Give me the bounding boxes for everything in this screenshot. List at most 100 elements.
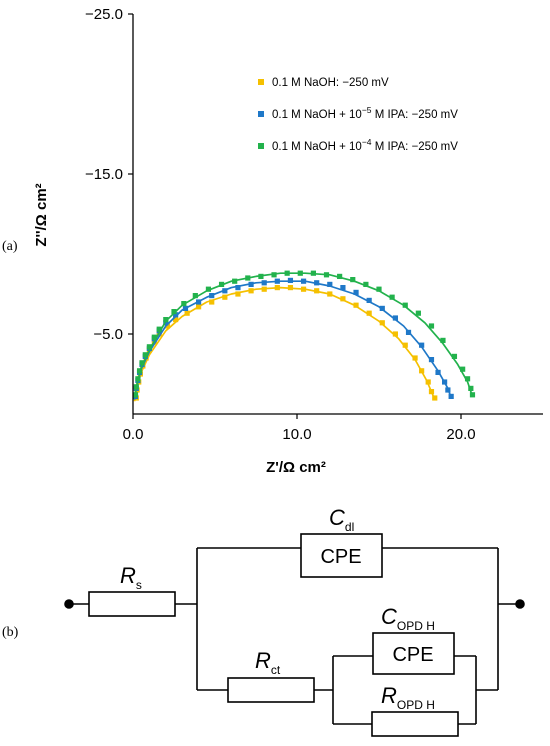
panel-a-label: (a) <box>2 239 18 254</box>
cdl-cpe-text: CPE <box>320 546 361 568</box>
rs-label: Rs <box>120 563 142 592</box>
data-point-series-2 <box>327 281 333 287</box>
data-point-series-2 <box>445 387 451 393</box>
fit-line-series-3 <box>133 272 474 399</box>
data-point-series-2 <box>222 288 228 294</box>
data-point-series-3 <box>310 270 316 276</box>
data-point-series-2 <box>428 357 435 363</box>
legend-superscript: −4 <box>362 137 372 147</box>
legend-entry: 0.1 M NaOH: −250 mV <box>272 77 389 89</box>
data-point-series-1 <box>353 302 359 308</box>
data-point-series-3 <box>440 337 446 343</box>
data-point-series-1 <box>173 317 179 323</box>
data-point-series-2 <box>173 312 179 318</box>
legend-marker <box>258 143 264 149</box>
data-point-series-1 <box>432 395 438 401</box>
data-point-series-1 <box>300 286 307 292</box>
data-point-series-3 <box>460 366 466 372</box>
cdl-label-sub: dl <box>345 520 354 534</box>
data-point-series-3 <box>136 368 143 374</box>
data-point-series-3 <box>258 273 264 279</box>
legend-entry: 0.1 M NaOH + 10−5 M IPA: −250 mV <box>272 105 458 121</box>
data-point-series-3 <box>297 270 303 276</box>
data-point-series-1 <box>327 291 333 297</box>
y-tick-label: −5.0 <box>93 326 123 343</box>
data-point-series-2 <box>442 379 448 385</box>
data-point-series-3 <box>133 384 139 390</box>
fit-line-series-2 <box>133 280 453 400</box>
y-axis-title: Z''/Ω cm² <box>33 183 50 246</box>
data-point-series-1 <box>184 310 190 316</box>
data-point-series-3 <box>363 281 369 287</box>
tick-layer: 0.0 10.0 20.0 −25.0 −15.0 −5.0 <box>85 6 476 443</box>
ropdh-label-main: R <box>381 683 397 708</box>
series-layer <box>132 270 476 402</box>
data-point-series-2 <box>182 305 189 311</box>
data-point-series-1 <box>209 299 215 305</box>
data-point-series-3 <box>135 376 141 382</box>
data-point-series-3 <box>132 392 139 398</box>
x-axis-title: Z'/Ω cm² <box>266 459 326 476</box>
data-point-series-2 <box>274 278 280 284</box>
data-point-series-3 <box>192 293 198 299</box>
data-point-series-3 <box>323 272 330 278</box>
data-point-series-3 <box>205 286 212 292</box>
data-point-series-2 <box>366 297 372 303</box>
legend-marker <box>258 79 264 85</box>
data-point-series-2 <box>392 315 398 321</box>
data-point-series-1 <box>248 288 254 294</box>
data-point-series-2 <box>248 281 254 287</box>
copdh-cpe-text: CPE <box>392 644 433 666</box>
data-point-series-3 <box>468 385 474 391</box>
data-point-series-1 <box>419 368 425 374</box>
nyquist-chart: 0.0 10.0 20.0 −25.0 −15.0 −5.0 Z'/Ω cm² Z''/Ω… <box>33 6 543 476</box>
rct-resistor <box>227 677 315 703</box>
rct-label-sub: ct <box>271 663 281 677</box>
data-point-series-3 <box>163 317 169 323</box>
data-point-series-1 <box>379 320 385 326</box>
legend-superscript: −5 <box>362 105 372 115</box>
circuit-diagram <box>64 533 525 737</box>
cdl-cpe-element <box>300 533 383 578</box>
data-point-series-2 <box>340 285 346 291</box>
data-point-series-3 <box>171 309 177 315</box>
data-point-series-3 <box>469 392 476 398</box>
data-point-series-3 <box>271 272 277 278</box>
data-point-series-2 <box>209 293 215 299</box>
copdh-label: COPD H <box>381 604 435 633</box>
rs-label-sub: s <box>136 578 142 592</box>
data-point-series-3 <box>402 302 408 308</box>
cdl-label-main: C <box>329 505 345 530</box>
data-point-series-3 <box>464 376 471 382</box>
copdh-label-main: C <box>381 604 397 629</box>
data-point-series-2 <box>435 369 441 375</box>
legend: 0.1 M NaOH: −250 mV 0.1 M NaOH + 10−5 M I… <box>258 77 458 153</box>
data-point-series-2 <box>235 285 241 291</box>
rct-label: Rct <box>255 648 281 677</box>
x-tick-label: 20.0 <box>446 426 475 443</box>
legend-text-part: M IPA: <box>372 109 412 121</box>
data-point-series-1 <box>366 310 372 316</box>
legend-text-part: −250 mV <box>342 77 389 89</box>
y-tick-label: −15.0 <box>85 166 123 183</box>
data-point-series-1 <box>274 285 280 291</box>
cdl-label: Cdl <box>329 505 354 534</box>
ropdh-label: ROPD H <box>381 683 435 712</box>
rct-label-main: R <box>255 648 271 673</box>
data-point-series-1 <box>314 288 320 294</box>
data-point-series-1 <box>235 291 241 297</box>
rs-resistor <box>88 591 176 617</box>
data-point-series-2 <box>196 299 202 305</box>
x-tick-label: 0.0 <box>123 426 144 443</box>
data-point-series-3 <box>146 344 152 350</box>
ropdh-label-sub: OPD H <box>397 698 435 712</box>
data-point-series-3 <box>284 270 290 276</box>
data-point-series-3 <box>245 275 251 281</box>
legend-entry: 0.1 M NaOH + 10−4 M IPA: −250 mV <box>272 137 458 153</box>
data-point-series-3 <box>376 286 382 292</box>
y-tick-label: −25.0 <box>85 6 123 23</box>
data-point-series-2 <box>314 280 320 286</box>
data-point-series-2 <box>300 278 307 284</box>
data-point-series-1 <box>196 304 202 310</box>
right-terminal <box>515 599 525 609</box>
